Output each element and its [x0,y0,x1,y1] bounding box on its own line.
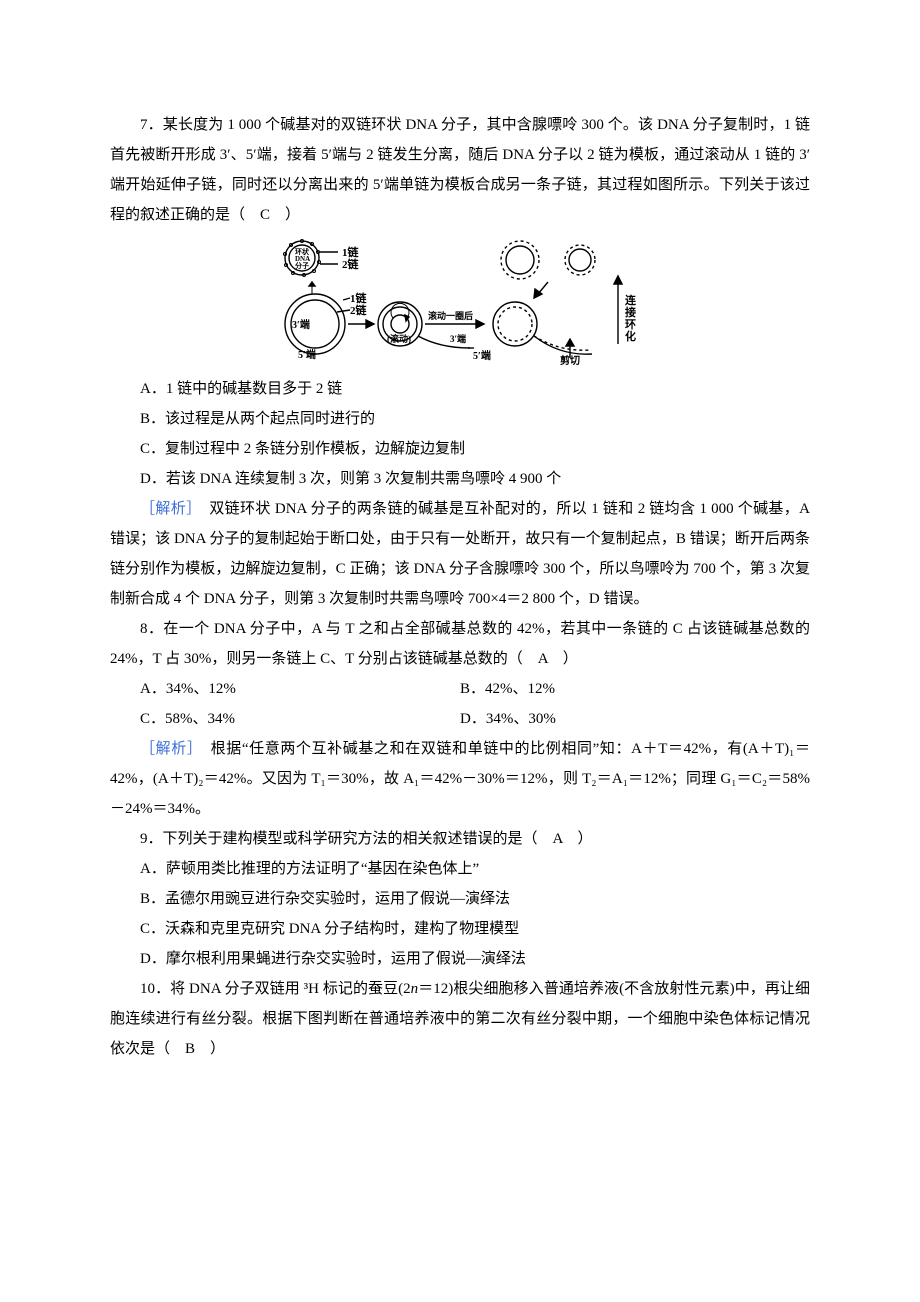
svg-text:剪切: 剪切 [560,354,580,366]
q9-stem: 9．下列关于建构模型或科学研究方法的相关叙述错误的是（ A ） [110,824,810,854]
svg-text:连: 连 [625,293,637,307]
q8-row-cd: C．58%、34% D．34%、30% [110,704,810,734]
svg-text:接: 接 [625,305,636,319]
svg-text:2链: 2链 [350,303,368,317]
q7-option-a: A．1 链中的碱基数目多于 2 链 [110,374,810,404]
q8-option-d: D．34%、30% [460,704,810,734]
q10-stem-prefix: 10．将 DNA 分子双链用 ³H 标记的蚕豆(2 [140,981,411,997]
svg-text:环: 环 [625,318,636,331]
svg-text:5′端: 5′端 [298,348,316,361]
q8-option-c: C．58%、34% [110,704,460,734]
q8-option-a: A．34%、12% [110,674,460,704]
q8-analysis: ［解析］ 根据“任意两个互补碱基之和在双链和单链中的比例相同”知：A＋T＝42%… [110,734,810,824]
q10-stem: 10．将 DNA 分子双链用 ³H 标记的蚕豆(2n＝12)根尖细胞移入普通培养… [110,974,810,1064]
q7-diagram: 环状 DNA 分子 1链 2链 1链 2链 3′端 5′端 [110,236,810,370]
svg-text:1链: 1链 [350,291,368,305]
q9-option-d: D．摩尔根利用果蝇进行杂交实验时，运用了假说—演绎法 [110,944,810,974]
q8-row-ab: A．34%、12% B．42%、12% [110,674,810,704]
q8-analysis-text: 根据“任意两个互补碱基之和在双链和单链中的比例相同”知：A＋T＝42%，有(A＋… [110,741,810,817]
q9-option-c: C．沃森和克里克研究 DNA 分子结构时，建构了物理模型 [110,914,810,944]
svg-text:(滚动): (滚动) [387,333,411,344]
q9-option-a: A．萨顿用类比推理的方法证明了“基因在染色体上” [110,854,810,884]
svg-text:3′端: 3′端 [292,318,310,331]
q7-analysis-text: 双链环状 DNA 分子的两条链的碱基是互补配对的，所以 1 链和 2 链均含 1… [110,501,810,607]
svg-text:5′端: 5′端 [473,349,491,362]
q9-option-b: B．孟德尔用豌豆进行杂交实验时，运用了假说—演绎法 [110,884,810,914]
svg-text:滚动一圈后: 滚动一圈后 [428,310,473,321]
q7-option-d: D．若该 DNA 连续复制 3 次，则第 3 次复制共需鸟嘌呤 4 900 个 [110,464,810,494]
svg-text:1链: 1链 [342,245,360,259]
analysis-label: ［解析］ [140,741,195,757]
svg-text:分子: 分子 [295,261,309,270]
q8-stem: 8．在一个 DNA 分子中，A 与 T 之和占全部碱基总数的 42%，若其中一条… [110,614,810,674]
svg-text:3′端: 3′端 [450,333,466,344]
q7-option-c: C．复制过程中 2 条链分别作模板，边解旋边复制 [110,434,810,464]
analysis-label: ［解析］ [140,501,194,517]
q8-option-b: B．42%、12% [460,674,810,704]
svg-text:化: 化 [625,329,636,343]
q7-analysis: ［解析］ 双链环状 DNA 分子的两条链的碱基是互补配对的，所以 1 链和 2 … [110,494,810,614]
q7-option-b: B．该过程是从两个起点同时进行的 [110,404,810,434]
q7-stem: 7．某长度为 1 000 个碱基对的双链环状 DNA 分子，其中含腺嘌呤 300… [110,110,810,230]
svg-text:2链: 2链 [342,257,360,271]
